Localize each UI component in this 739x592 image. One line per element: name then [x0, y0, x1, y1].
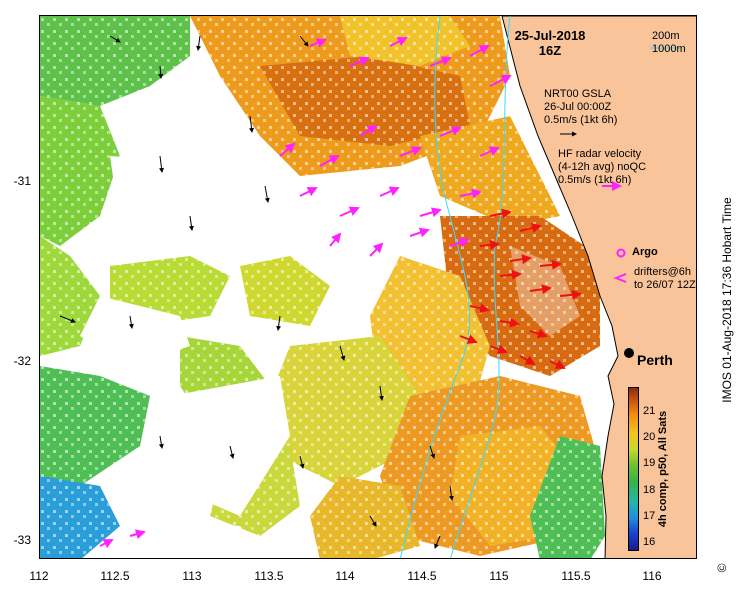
copyright-symbol: ©	[715, 563, 729, 573]
x-tick-label: 113.5	[254, 569, 284, 583]
date-text: 25-Jul-2018	[514, 28, 586, 43]
sst-colorbar	[628, 387, 639, 551]
gsla-legend-line: 26-Jul 00:00Z	[544, 101, 612, 113]
contour-1000m: 1000m	[652, 43, 686, 55]
contour-legend: 200m 1000m	[652, 30, 686, 56]
hf-legend-line: 0.5m/s (1kt 6h)	[558, 174, 632, 186]
time-text: 16Z	[538, 43, 562, 58]
map-panel[interactable]: 25-Jul-2018 16Z 200m 1000m NRT00 GSLA 26…	[39, 15, 697, 559]
hf-radar-arrows	[99, 37, 512, 549]
colorbar-label: 4h comp, p50, All Sats	[657, 410, 669, 528]
colorbar-tick: 20	[643, 431, 656, 443]
x-tick-label: 115	[489, 569, 509, 583]
colorbar-tick: 18	[643, 484, 656, 496]
x-tick-label: 116	[642, 569, 662, 583]
drifter-legend-line: to 26/07 12Z	[634, 279, 696, 291]
perth-marker	[624, 348, 634, 358]
drifter-legend-marker	[613, 273, 627, 283]
colorbar-tick: 17	[643, 510, 656, 522]
drifter-legend: drifters@6h to 26/07 12Z	[634, 266, 696, 292]
x-tick-label: 114.5	[407, 569, 437, 583]
x-tick-label: 112	[29, 569, 49, 583]
gsla-legend-line: NRT00 GSLA	[544, 88, 612, 100]
x-tick-label: 112.5	[100, 569, 130, 583]
y-tick-label: -31	[13, 174, 31, 188]
y-tick-label: -33	[13, 533, 31, 547]
argo-marker	[616, 248, 626, 258]
drifter-arrows	[459, 208, 582, 369]
credit-text: IMOS 01-Aug-2018 17:36 Hobart Time	[720, 197, 734, 403]
gsla-legend-line: 0.5m/s (1kt 6h)	[544, 114, 618, 126]
gsla-legend: NRT00 GSLA 26-Jul 00:00Z 0.5m/s (1kt 6h)	[544, 88, 617, 127]
bathymetry-contours	[399, 16, 680, 558]
x-tick-label: 113	[182, 569, 202, 583]
x-tick-label: 115.5	[561, 569, 591, 583]
contour-200m: 200m	[652, 30, 680, 42]
argo-label: Argo	[632, 246, 658, 258]
land-mass	[501, 16, 696, 558]
colorbar-tick: 21	[643, 405, 656, 417]
colorbar-tick: 19	[643, 457, 656, 469]
x-tick-label: 114	[335, 569, 355, 583]
map-date: 25-Jul-2018 16Z	[505, 28, 595, 58]
drifter-legend-line: drifters@6h	[634, 266, 692, 278]
gsla-arrows	[59, 35, 454, 549]
y-tick-label: -32	[13, 354, 31, 368]
colorbar-tick: 16	[643, 536, 656, 548]
perth-label: Perth	[637, 352, 673, 368]
sst-map	[40, 16, 696, 558]
hf-legend: HF radar velocity (4-12h avg) noQC 0.5m/…	[558, 148, 646, 187]
hf-legend-line: HF radar velocity	[558, 148, 642, 160]
hf-legend-line: (4-12h avg) noQC	[558, 161, 647, 173]
